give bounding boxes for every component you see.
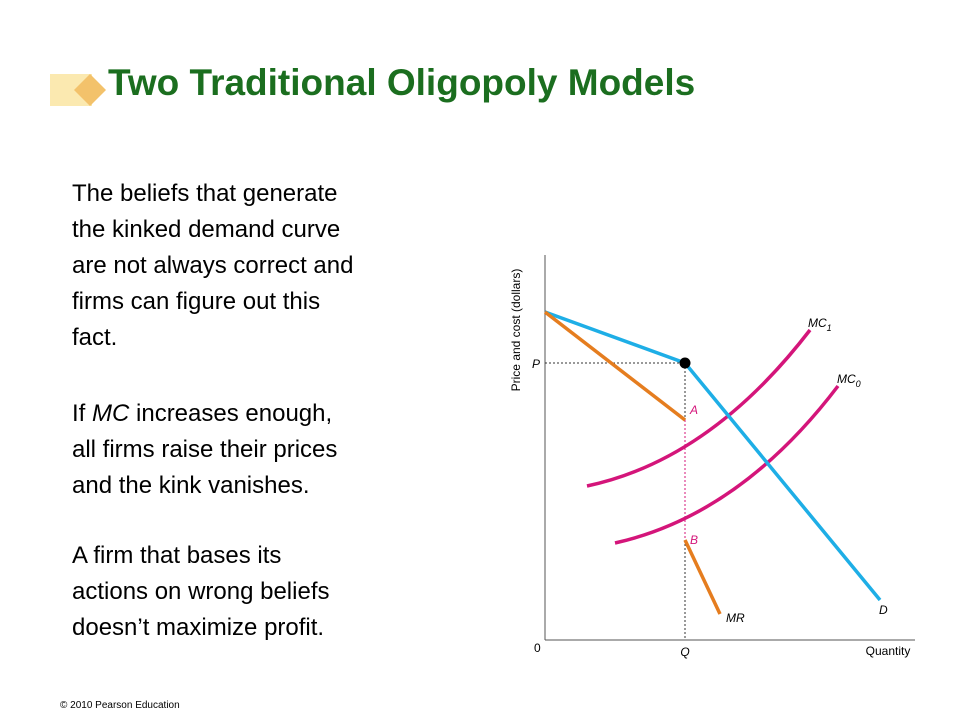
- mc1-subscript: 1: [827, 323, 832, 333]
- title-bullet-diamond: [74, 74, 106, 106]
- text-line: and the kink vanishes.: [72, 472, 310, 499]
- mc0-name: MC: [837, 372, 856, 386]
- point-a-label: A: [689, 403, 698, 417]
- paragraph: If MC increases enough, all firms raise …: [72, 396, 337, 504]
- mc1-label: MC1: [808, 316, 832, 333]
- text-line: A firm that bases its: [72, 542, 282, 569]
- paragraph: The beliefs that generate the kinked dem…: [72, 176, 353, 356]
- mc0-curve: [614, 384, 840, 545]
- mr-label: MR: [726, 611, 745, 625]
- footer: © 2010 Pearson Education: [60, 700, 180, 711]
- text-line: actions on wrong beliefs: [72, 578, 330, 605]
- demand-curve: [544, 310, 882, 602]
- mc1-name: MC: [808, 316, 827, 330]
- text-line: the kinked demand curve: [72, 216, 341, 243]
- mc1-curve: [586, 328, 812, 488]
- text-line: fact.: [72, 324, 118, 351]
- text-line: firms can figure out this: [72, 288, 321, 315]
- y-axis-label: Price and cost (dollars): [509, 269, 523, 392]
- text-line: all firms raise their prices: [72, 436, 338, 463]
- demand-label: D: [879, 603, 888, 617]
- quantity-label: Q: [680, 645, 689, 659]
- mc0-label: MC0: [837, 372, 861, 389]
- slide-title: Two Traditional Oligopoly Models: [108, 62, 696, 103]
- mr-lower: [683, 539, 722, 615]
- text-run: increases enough,: [129, 400, 333, 427]
- text-line: are not always correct and: [72, 252, 354, 279]
- origin-label: 0: [534, 641, 541, 655]
- text-run: If: [72, 400, 93, 427]
- price-label: P: [532, 357, 540, 371]
- point-b-label: B: [690, 533, 698, 547]
- text-run-italic: MC: [92, 400, 130, 427]
- mc0-subscript: 0: [856, 379, 861, 389]
- paragraph: A firm that bases its actions on wrong b…: [72, 538, 329, 646]
- text-line: doesn’t maximize profit.: [72, 614, 325, 641]
- x-axis-label: Quantity: [866, 644, 911, 658]
- text-line: If MC increases enough,: [72, 396, 337, 432]
- mr-upper: [543, 310, 687, 422]
- kink-point: [679, 357, 691, 369]
- diagram: Price and cost (dollars) Quantity 0 P Q …: [509, 255, 915, 659]
- text-line: The beliefs that generate: [72, 180, 338, 207]
